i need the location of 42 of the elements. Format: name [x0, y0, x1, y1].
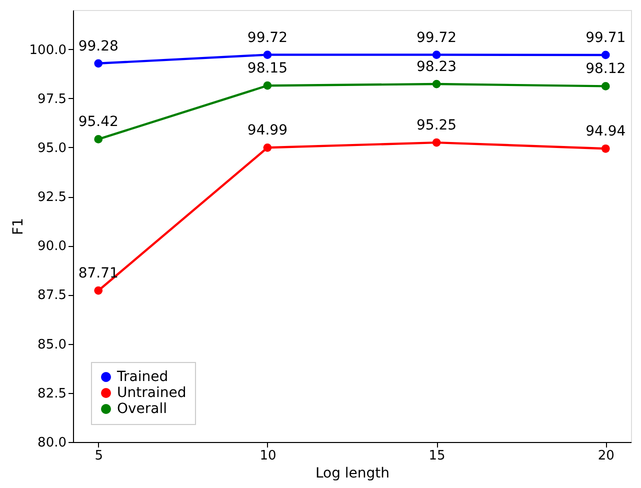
- y-tick-label: 90.0: [38, 239, 66, 254]
- data-label: 99.71: [586, 30, 626, 46]
- x-tick-label: 20: [598, 448, 614, 464]
- x-tick-label: 15: [428, 448, 446, 464]
- point: [94, 59, 103, 68]
- y-tick-label: 80.0: [38, 436, 66, 450]
- y-tick-label: 97.5: [38, 92, 66, 107]
- y-tick-label: 95.0: [38, 140, 66, 156]
- data-label: 98.15: [247, 60, 288, 77]
- x-axis-title: Log length: [315, 466, 390, 482]
- x-tick-label: 5: [94, 448, 104, 464]
- point: [94, 135, 103, 144]
- point: [601, 144, 610, 153]
- y-tick-label: 82.5: [38, 386, 66, 402]
- data-label: 95.42: [78, 114, 118, 130]
- data-label: 98.23: [416, 59, 457, 76]
- data-label: 87.71: [78, 266, 118, 282]
- point: [601, 50, 610, 60]
- point: [432, 80, 441, 88]
- point: [263, 143, 272, 152]
- legend-label: Trained: [116, 369, 168, 385]
- data-label: 98.12: [586, 61, 626, 78]
- data-label: 95.25: [416, 118, 457, 134]
- data-label: 99.72: [416, 30, 457, 46]
- legend-label: Overall: [117, 401, 168, 417]
- data-label: 94.94: [586, 124, 626, 140]
- data-label: 99.28: [78, 38, 118, 54]
- point: [432, 138, 441, 147]
- point: [94, 286, 103, 295]
- y-tick-label: 92.5: [38, 190, 66, 206]
- legend-label: Untrained: [117, 385, 186, 401]
- y-tick-label: 85.0: [38, 337, 66, 352]
- data-label: 94.99: [247, 122, 288, 139]
- point: [601, 82, 610, 90]
- point: [432, 50, 441, 59]
- y-axis-title: F1: [10, 218, 26, 235]
- point: [263, 81, 272, 90]
- point: [263, 50, 272, 59]
- y-tick-label: 87.5: [38, 288, 66, 304]
- y-tick-label: 100.0: [29, 42, 66, 58]
- x-tick-label: 10: [260, 448, 276, 464]
- data-label: 99.72: [247, 30, 288, 46]
